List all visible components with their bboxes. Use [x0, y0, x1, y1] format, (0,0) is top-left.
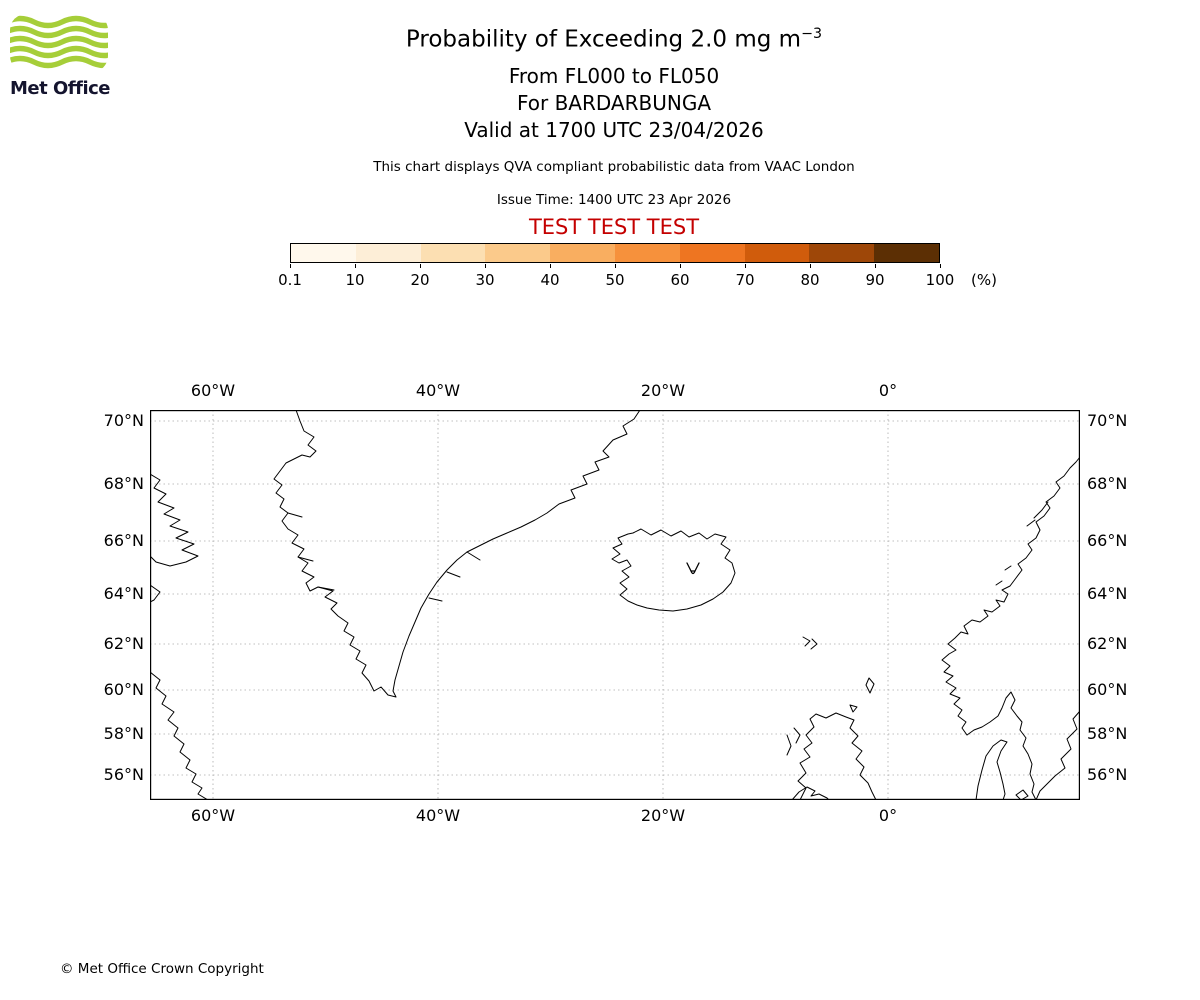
- colorbar-tick-label: 80: [800, 271, 820, 289]
- coastline-faroe-islands: [802, 636, 818, 650]
- map: [150, 410, 1080, 800]
- colorbar-segment: [485, 244, 551, 262]
- subtitle-valid-time: Valid at 1700 UTC 23/04/2026: [464, 118, 764, 142]
- lat-label-right: 70°N: [1087, 411, 1128, 430]
- colorbar-tick: [745, 264, 746, 268]
- colorbar-tick: [485, 264, 486, 268]
- probability-colorbar: [290, 243, 940, 263]
- lat-label-right: 58°N: [1087, 724, 1128, 743]
- colorbar-tick: [810, 264, 811, 268]
- lat-label-left: 58°N: [103, 724, 144, 743]
- colorbar-tick-label: 100: [925, 271, 955, 289]
- lon-label-bottom: 60°W: [190, 806, 236, 825]
- lat-label-right: 64°N: [1087, 584, 1128, 603]
- lat-label-right: 62°N: [1087, 634, 1128, 653]
- lon-label-bottom: 0°: [878, 806, 898, 825]
- map-gridlines: [150, 410, 1080, 800]
- colorbar-segment: [679, 244, 745, 262]
- coastline-british-isles: [786, 677, 877, 800]
- colorbar-tick-label: 40: [540, 271, 560, 289]
- colorbar-segment: [420, 244, 486, 262]
- colorbar-tick: [420, 264, 421, 268]
- met-office-logo: Met Office: [10, 14, 120, 99]
- colorbar-segment: [809, 244, 875, 262]
- colorbar-tick-label: 30: [475, 271, 495, 289]
- colorbar-tick-label: 50: [605, 271, 625, 289]
- colorbar-tick: [290, 264, 291, 268]
- lat-label-right: 60°N: [1087, 680, 1128, 699]
- colorbar-tick: [680, 264, 681, 268]
- lat-label-right: 68°N: [1087, 474, 1128, 493]
- page-title: Probability of Exceeding 2.0 mg m−3: [28, 26, 1200, 53]
- colorbar-segment: [550, 244, 615, 262]
- met-office-logo-text: Met Office: [10, 78, 111, 99]
- map-border: [150, 410, 1080, 800]
- met-office-logo-waves: [10, 15, 108, 69]
- lat-label-left: 62°N: [103, 634, 144, 653]
- lat-label-left: 56°N: [103, 765, 144, 784]
- colorbar-tick: [355, 264, 356, 268]
- lat-label-left: 68°N: [103, 474, 144, 493]
- colorbar-segment: [355, 244, 421, 262]
- coastline-canada: [150, 473, 209, 800]
- lon-label-top: 60°W: [190, 381, 236, 400]
- colorbar-tick: [875, 264, 876, 268]
- colorbar-tick: [940, 264, 941, 268]
- coastline-greenland: [273, 410, 641, 698]
- colorbar-tick-label: 20: [410, 271, 430, 289]
- lat-label-left: 60°N: [103, 680, 144, 699]
- page-title-text: Probability of Exceeding 2.0 mg m: [405, 26, 802, 53]
- colorbar-segment: [614, 244, 680, 262]
- colorbar-tick: [550, 264, 551, 268]
- colorbar-tick-label: 0.1: [278, 271, 302, 289]
- colorbar-tick-label: 10: [345, 271, 365, 289]
- colorbar-segment: [291, 244, 356, 262]
- test-banner: TEST TEST TEST: [528, 215, 700, 239]
- subtitle-volcano: For BARDARBUNGA: [516, 91, 712, 115]
- lat-label-left: 66°N: [103, 531, 144, 550]
- lat-label-right: 66°N: [1087, 531, 1128, 550]
- coastline-iceland: [611, 528, 736, 612]
- lon-label-top: 20°W: [640, 381, 686, 400]
- subtitle-flight-levels: From FL000 to FL050: [508, 64, 720, 88]
- lon-label-top: 40°W: [415, 381, 461, 400]
- colorbar-tick: [615, 264, 616, 268]
- coastline-norway-denmark: [941, 456, 1080, 800]
- colorbar-segment: [744, 244, 810, 262]
- colorbar-unit-label: (%): [971, 271, 997, 289]
- colorbar-tick-label: 70: [735, 271, 755, 289]
- colorbar-segment: [874, 244, 939, 262]
- lon-label-bottom: 40°W: [415, 806, 461, 825]
- lon-label-bottom: 20°W: [640, 806, 686, 825]
- colorbar-tick-label: 90: [865, 271, 885, 289]
- lat-label-left: 64°N: [103, 584, 144, 603]
- title-superscript: −3: [801, 26, 823, 42]
- copyright-notice: © Met Office Crown Copyright: [60, 961, 264, 977]
- qva-info-line: This chart displays QVA compliant probab…: [373, 159, 855, 175]
- volcano-marker: [686, 562, 700, 575]
- colorbar-tick-label: 60: [670, 271, 690, 289]
- lat-label-right: 56°N: [1087, 765, 1128, 784]
- lat-label-left: 70°N: [103, 411, 144, 430]
- issue-time: Issue Time: 1400 UTC 23 Apr 2026: [496, 192, 732, 208]
- lon-label-top: 0°: [878, 381, 898, 400]
